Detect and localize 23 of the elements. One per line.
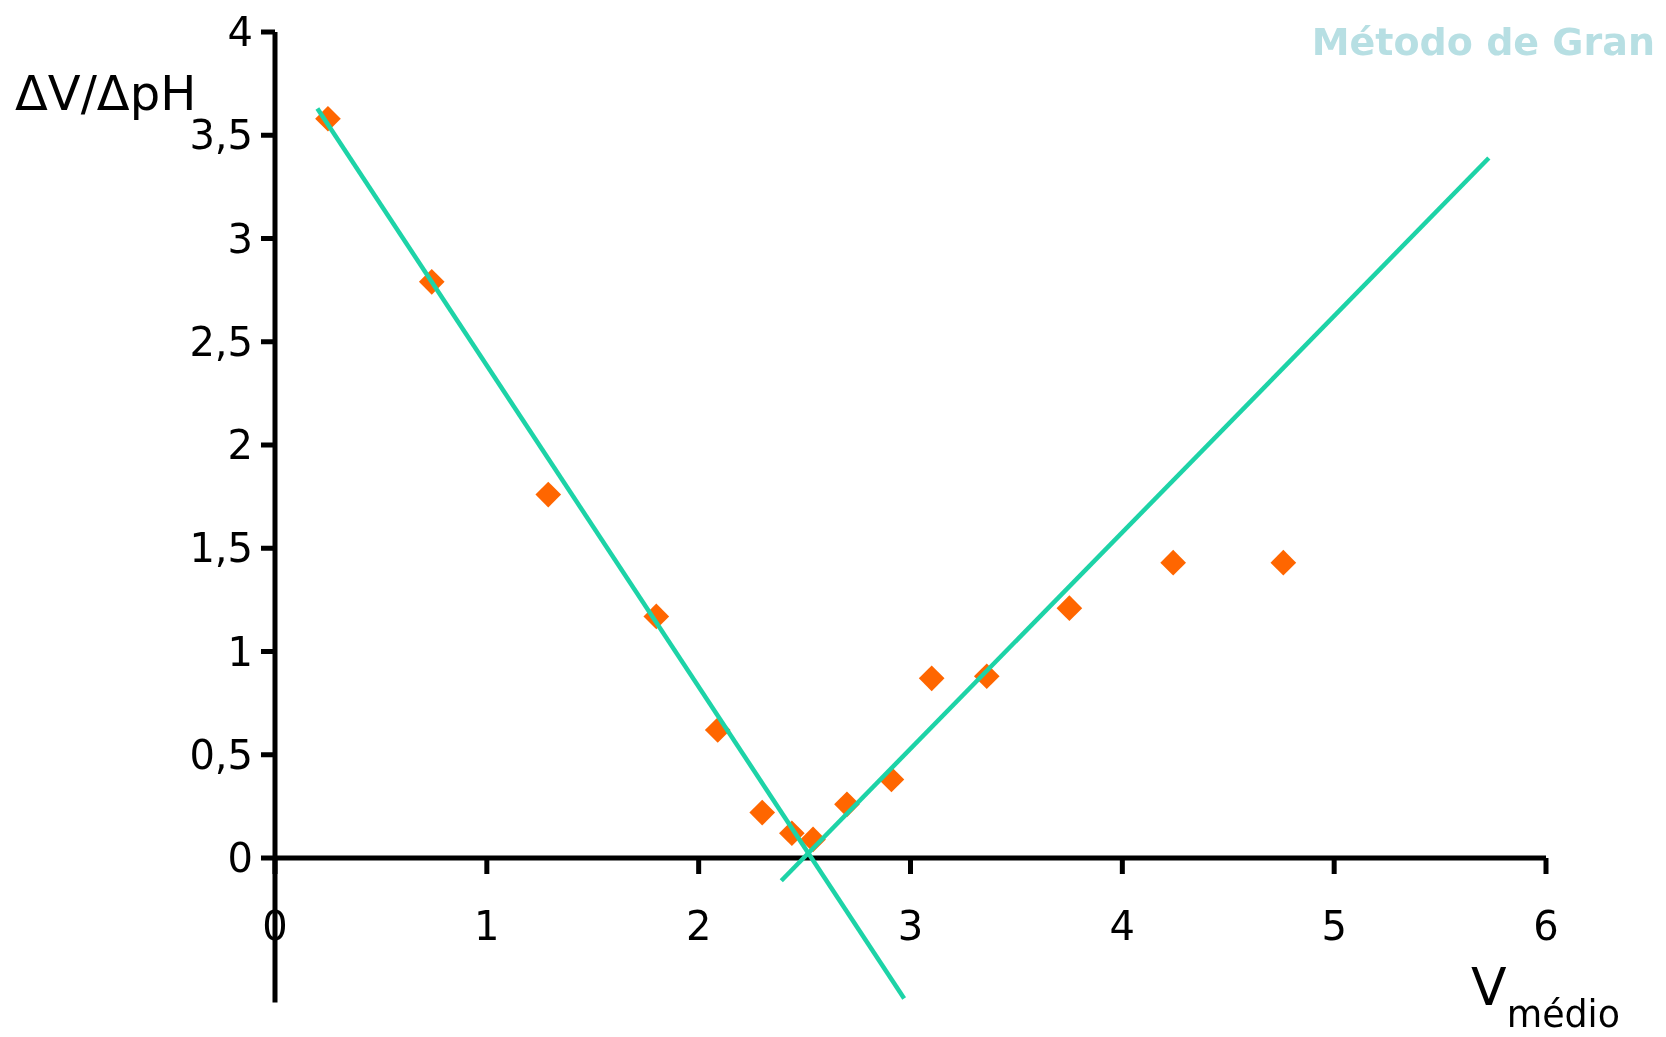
point (1270, 549, 1297, 576)
y-tick-label: 0 (227, 835, 253, 881)
x-tick-label: 4 (1109, 903, 1136, 949)
x-tick-label: 1 (474, 903, 500, 949)
chart-title: Método de Gran (1311, 20, 1655, 64)
x-tick-label: 5 (1321, 903, 1347, 949)
y-tick-label: 4 (227, 9, 253, 55)
point (1056, 595, 1083, 621)
y-tick-label: 1 (227, 628, 253, 675)
y-tick-label: 3 (227, 215, 253, 262)
x-tick-label: 2 (685, 903, 712, 949)
y-tick-label: 2 (227, 422, 253, 468)
y-tick-label: 0,5 (189, 731, 253, 778)
x-tick-label: 6 (1533, 903, 1559, 949)
y-tick-label: 3,5 (189, 112, 253, 159)
x-axis-title: V$_{médio}$ (1471, 957, 1620, 1036)
point (1160, 549, 1187, 576)
point (749, 799, 776, 826)
point (918, 665, 945, 692)
y-tick-label: 1,5 (189, 525, 253, 572)
y-tick-label: 2,5 (189, 318, 253, 365)
point (535, 481, 562, 508)
x-tick-label: 3 (897, 903, 924, 949)
